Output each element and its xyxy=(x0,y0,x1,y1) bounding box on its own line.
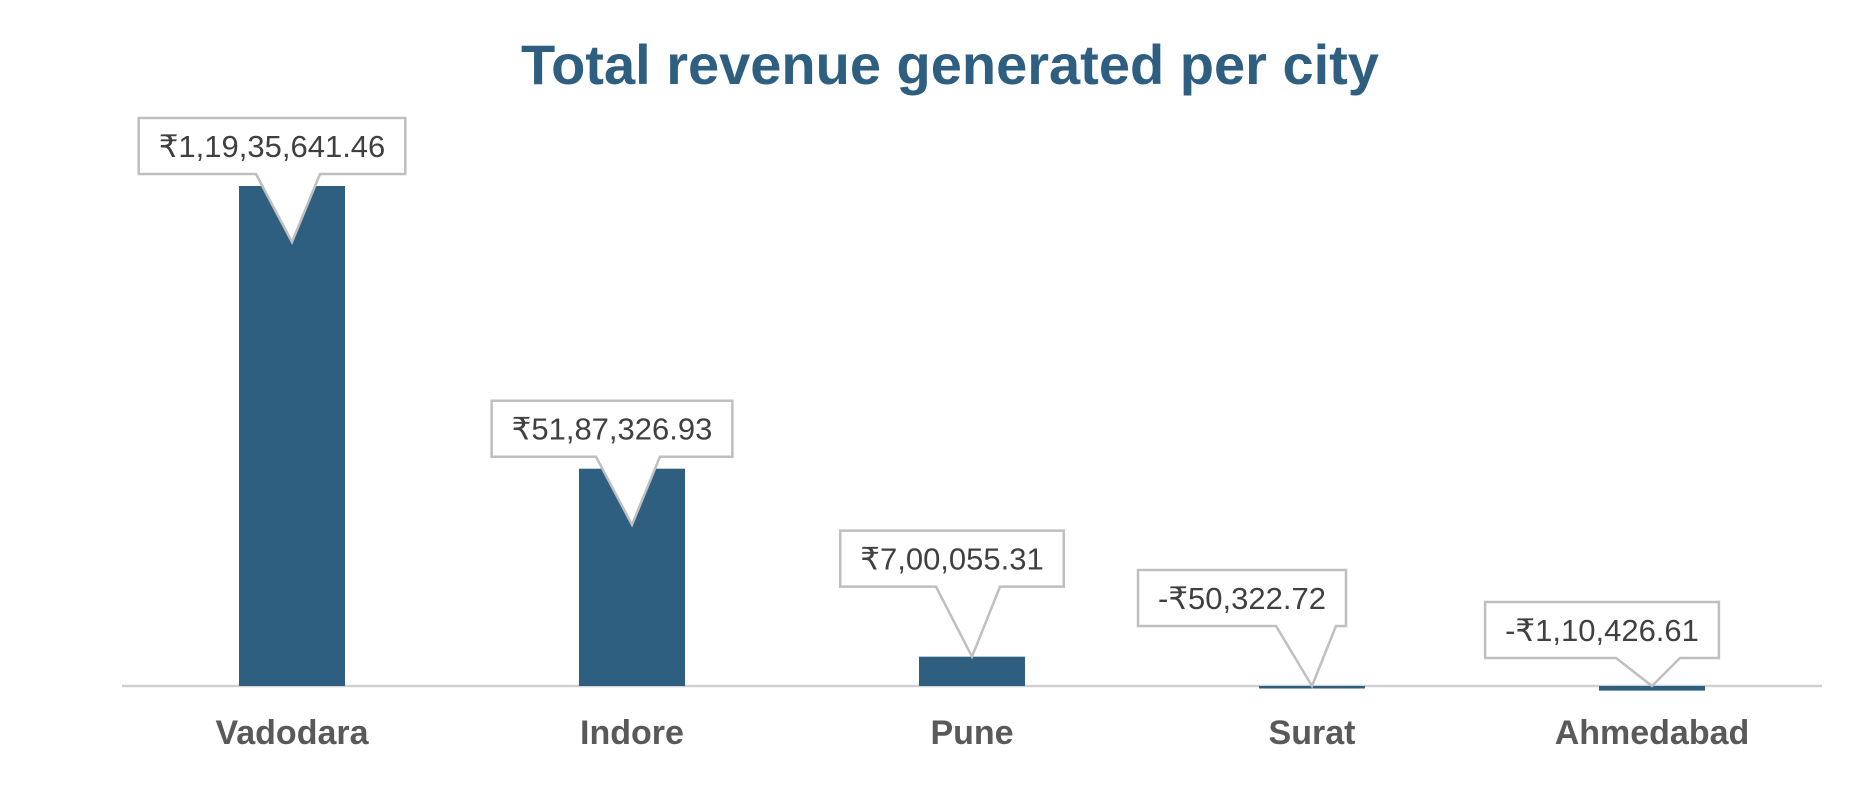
bar-vadodara xyxy=(239,186,345,686)
category-labels-layer: Vadodara Indore Pune Surat Ahmedabad xyxy=(215,714,1749,752)
data-label-ahmedabad: -₹1,10,426.61 xyxy=(1483,600,1721,688)
category-label-ahmedabad: Ahmedabad xyxy=(1555,714,1750,752)
category-label-vadodara: Vadodara xyxy=(215,714,369,752)
data-label-text-surat: -₹50,322.72 xyxy=(1158,581,1326,616)
data-label-indore: ₹51,87,326.93 xyxy=(490,399,734,528)
data-label-vadodara: ₹1,19,35,641.46 xyxy=(137,116,407,245)
bar-ahmedabad xyxy=(1599,686,1705,691)
data-label-surat: -₹50,322.72 xyxy=(1136,568,1348,689)
callout-box-indore xyxy=(490,399,734,528)
category-label-pune: Pune xyxy=(930,714,1013,752)
data-label-text-indore: ₹51,87,326.93 xyxy=(512,412,713,447)
bar-pune xyxy=(919,656,1025,686)
data-label-text-pune: ₹7,00,055.31 xyxy=(860,542,1044,577)
callout-box-surat xyxy=(1136,568,1348,689)
callout-box-vadodara xyxy=(137,116,407,245)
data-label-pune: ₹7,00,055.31 xyxy=(839,529,1065,660)
category-label-surat: Surat xyxy=(1269,714,1356,752)
data-labels-layer: ₹1,19,35,641.46 ₹51,87,326.93 ₹7,00,055.31… xyxy=(137,116,1721,689)
chart-title: Total revenue generated per city xyxy=(521,33,1379,96)
data-label-text-ahmedabad: -₹1,10,426.61 xyxy=(1505,613,1699,648)
callout-box-pune xyxy=(839,529,1065,660)
callout-box-ahmedabad xyxy=(1483,600,1721,688)
category-label-indore: Indore xyxy=(580,714,684,752)
data-label-text-vadodara: ₹1,19,35,641.46 xyxy=(159,129,386,164)
